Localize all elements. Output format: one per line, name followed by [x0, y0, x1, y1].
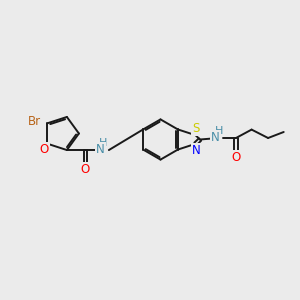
- Text: N: N: [96, 143, 105, 156]
- Text: O: O: [231, 151, 241, 164]
- Text: N: N: [192, 144, 200, 157]
- Text: H: H: [99, 137, 108, 148]
- Text: Br: Br: [28, 115, 41, 128]
- Text: N: N: [211, 131, 220, 144]
- Text: O: O: [81, 163, 90, 176]
- Text: S: S: [192, 122, 199, 135]
- Text: H: H: [214, 125, 223, 136]
- Text: O: O: [40, 142, 49, 156]
